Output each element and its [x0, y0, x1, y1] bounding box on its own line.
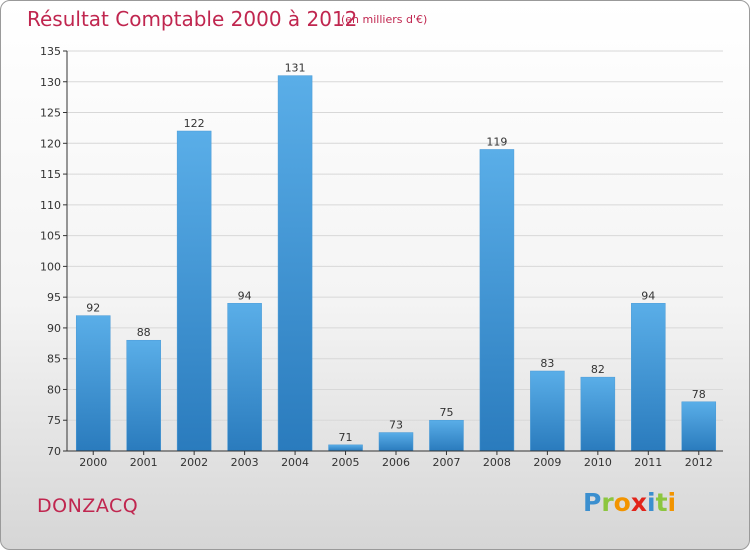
- x-tick-label: 2011: [634, 456, 662, 469]
- bars: [75, 75, 717, 452]
- bar-2010[interactable]: [580, 376, 616, 452]
- x-tick-label: 2000: [79, 456, 107, 469]
- y-tick-label: 80: [47, 383, 61, 396]
- x-tick-label: 2005: [332, 456, 360, 469]
- data-label: 75: [439, 406, 453, 419]
- y-tick-label: 95: [47, 291, 61, 304]
- x-tick-label: 2012: [685, 456, 713, 469]
- data-label: 94: [238, 289, 252, 302]
- y-tick-label: 125: [40, 107, 61, 120]
- data-label: 92: [86, 302, 100, 315]
- data-label: 71: [339, 431, 353, 444]
- x-tick-label: 2002: [180, 456, 208, 469]
- y-tick-label: 105: [40, 230, 61, 243]
- x-tick-label: 2008: [483, 456, 511, 469]
- bar-2005[interactable]: [328, 444, 363, 452]
- y-tick-label: 75: [47, 414, 61, 427]
- y-tick-label: 90: [47, 322, 61, 335]
- y-tick-label: 135: [40, 45, 61, 58]
- bar-2012[interactable]: [681, 401, 717, 452]
- x-tick-label: 2004: [281, 456, 309, 469]
- bar-2004[interactable]: [277, 75, 313, 452]
- labels: 70 75 80 85 90 95 100 105 110 115 120 125 130 135 2000…: [40, 45, 713, 469]
- y-tick-label: 85: [47, 353, 61, 366]
- y-tick-label: 70: [47, 445, 61, 458]
- x-tick-label: 2007: [432, 456, 460, 469]
- data-label: 78: [692, 388, 706, 401]
- bar-2001[interactable]: [126, 339, 161, 452]
- data-label: 73: [389, 419, 403, 432]
- bar-2003[interactable]: [227, 303, 262, 452]
- proxiti-logo[interactable]: Proxiti: [583, 488, 677, 517]
- bar-2011[interactable]: [631, 303, 666, 452]
- y-tick-label: 130: [40, 76, 61, 89]
- data-label: 83: [540, 357, 554, 370]
- data-label: 131: [285, 62, 306, 75]
- y-tick-label: 120: [40, 137, 61, 150]
- bar-2002[interactable]: [176, 130, 212, 452]
- x-tick-label: 2009: [533, 456, 561, 469]
- bar-2000[interactable]: [75, 315, 111, 452]
- y-tick-label: 100: [40, 260, 61, 273]
- axes: [63, 50, 723, 455]
- bar-2006[interactable]: [378, 432, 414, 452]
- data-label: 82: [591, 363, 605, 376]
- bar-2009[interactable]: [530, 370, 565, 452]
- bar-2007[interactable]: [429, 419, 464, 452]
- bar-2008[interactable]: [479, 149, 515, 452]
- y-tick-label: 115: [40, 168, 61, 181]
- data-label: 119: [486, 135, 507, 148]
- grid: [67, 50, 723, 421]
- x-tick-label: 2006: [382, 456, 410, 469]
- commune-name: DONZACQ: [37, 495, 139, 517]
- data-label: 94: [641, 289, 655, 302]
- data-label: 88: [137, 326, 151, 339]
- chart-unit: (en milliers d'€): [341, 13, 428, 26]
- x-tick-label: 2003: [231, 456, 259, 469]
- chart-title: Résultat Comptable 2000 à 2012: [27, 7, 358, 31]
- data-label: 122: [184, 117, 205, 130]
- x-tick-label: 2001: [130, 456, 158, 469]
- x-tick-label: 2010: [584, 456, 612, 469]
- y-tick-label: 110: [40, 199, 61, 212]
